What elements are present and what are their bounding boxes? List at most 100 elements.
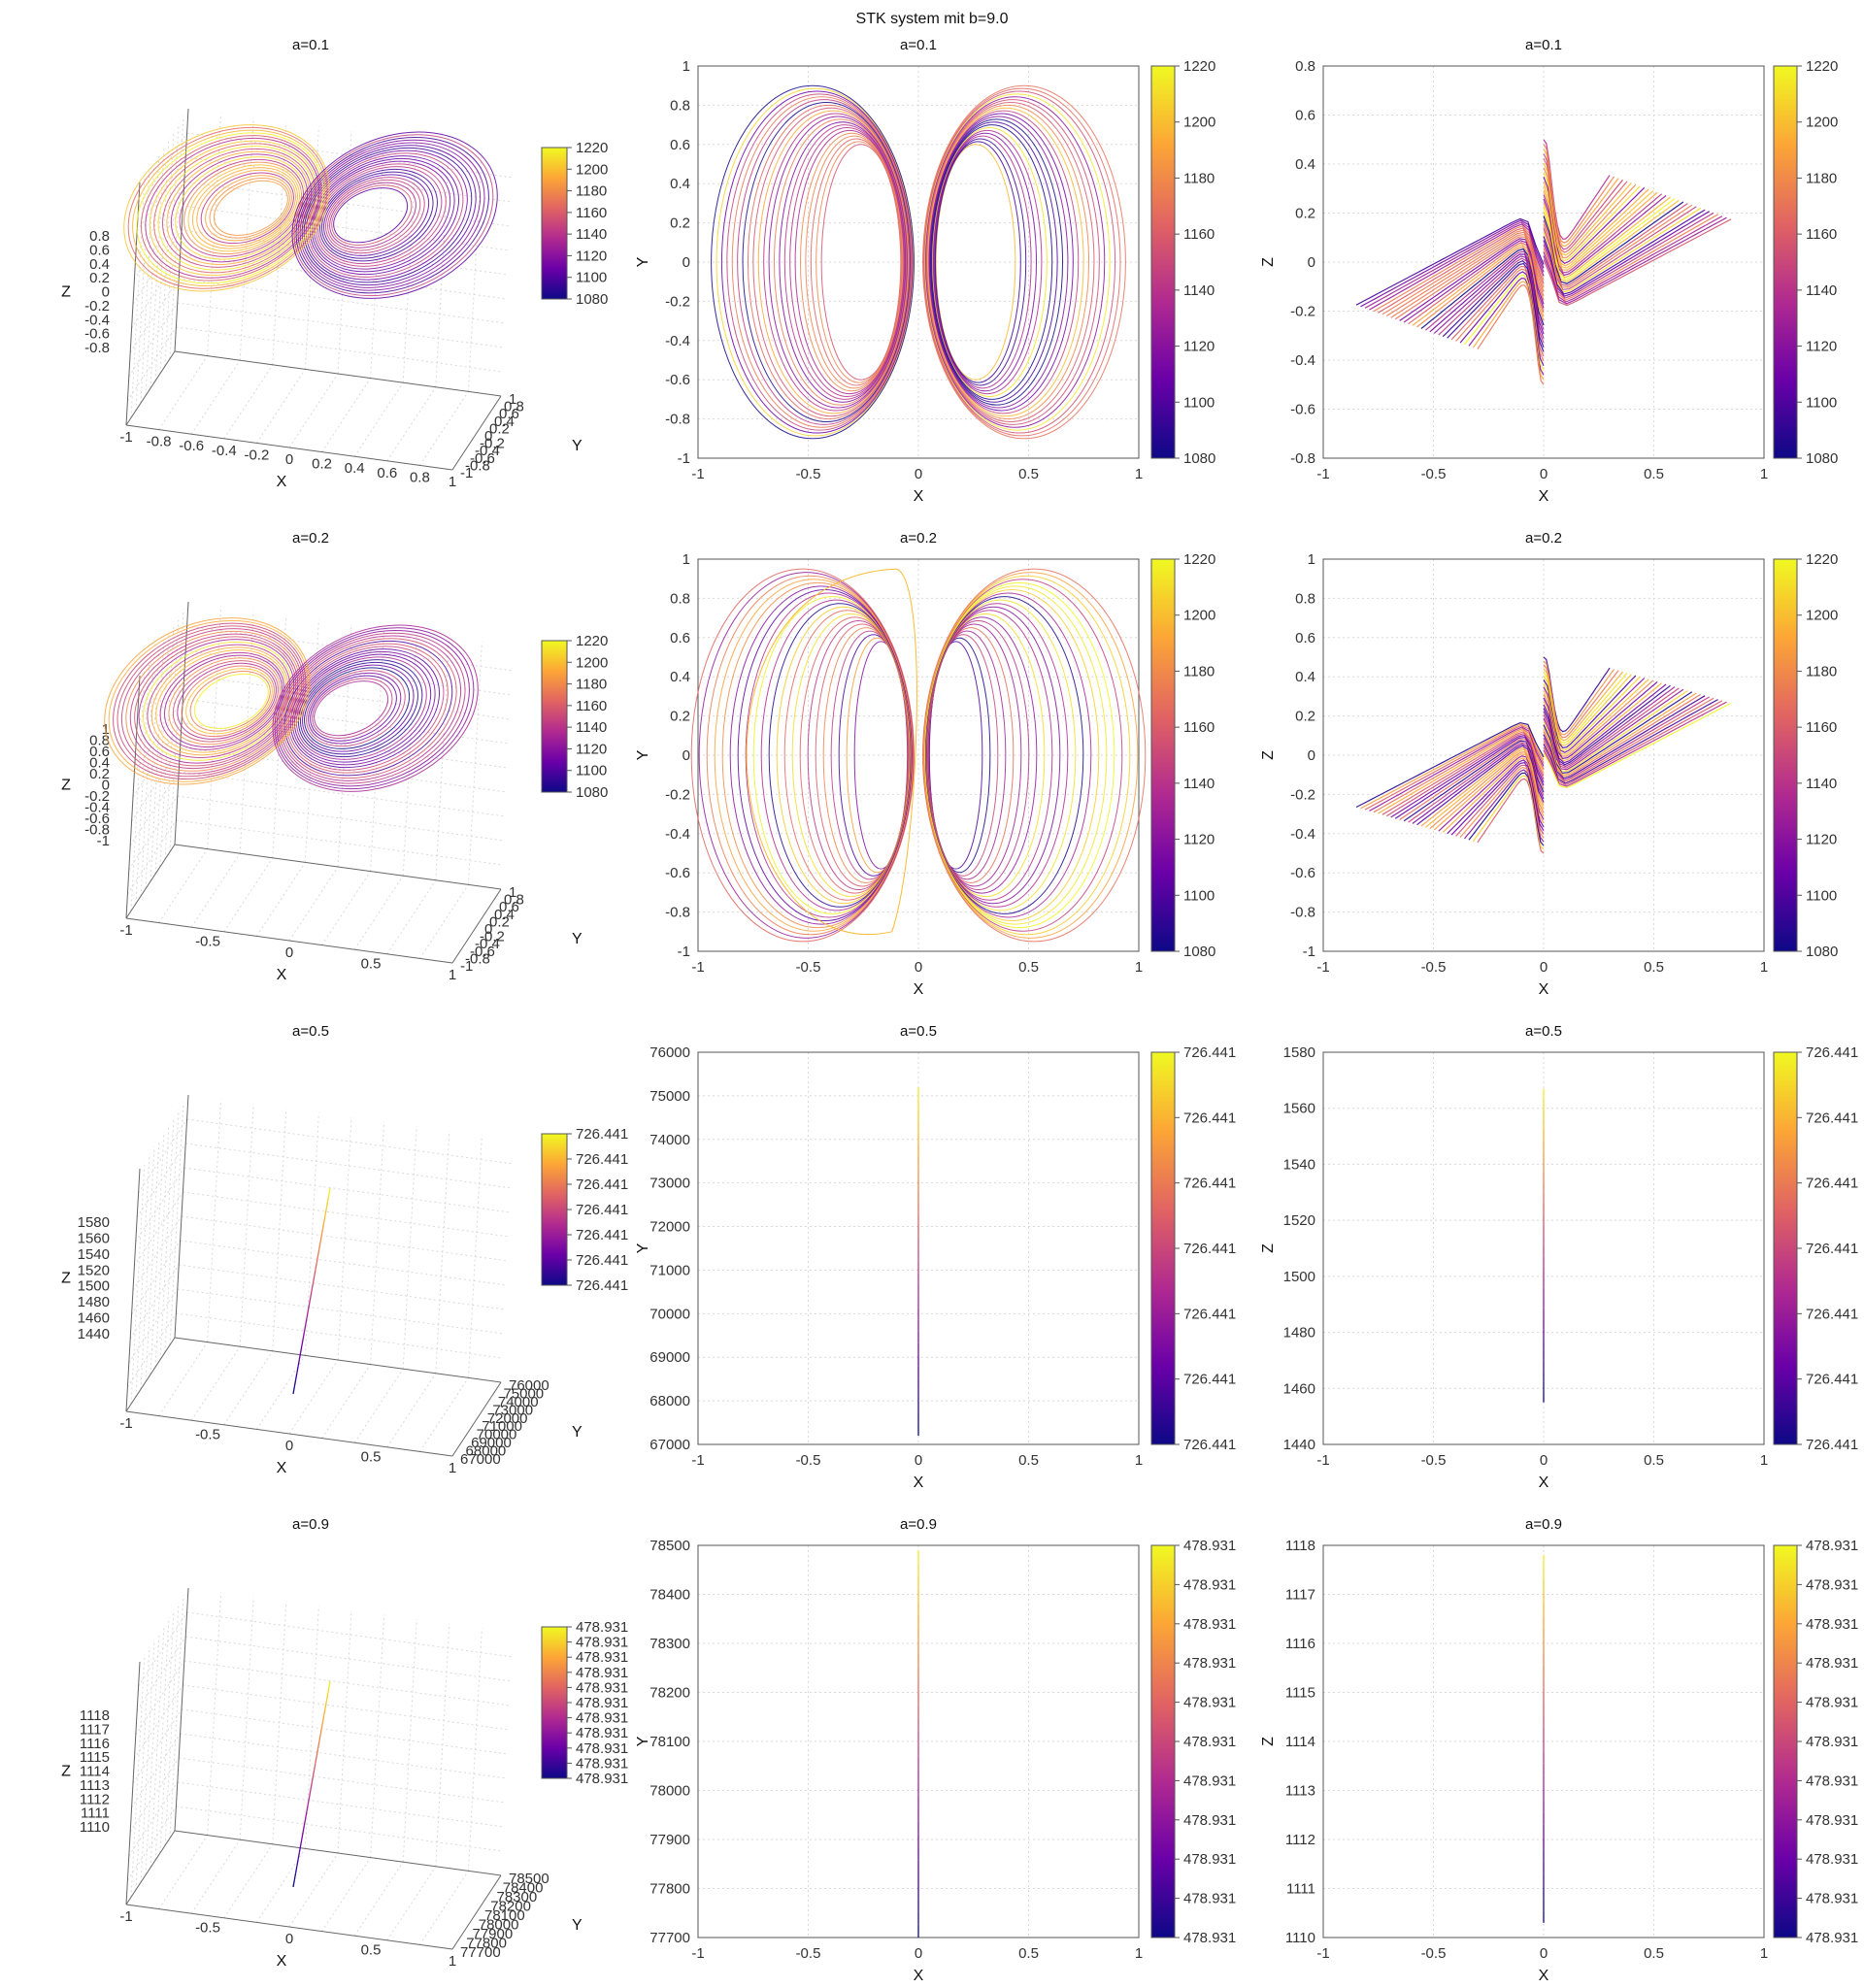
trajectory-loop [120,628,303,775]
colorbar-tick-label: 1120 [1183,339,1215,355]
y-tick-label: 78200 [649,1685,690,1702]
trajectory-loop [763,113,909,412]
y-tick-label: 1 [509,391,516,408]
grid-line [223,1843,274,1919]
colorbar [1773,558,1798,952]
y-tick-label: 0.6 [670,630,690,646]
trajectory-loop [311,157,455,273]
trajectory [690,568,1147,943]
trajectory-branch [1364,221,1545,309]
y-tick-label: 0.2 [1295,206,1315,222]
z-tick-label: 1110 [80,1819,110,1836]
y-tick-label: 78000 [649,1783,690,1800]
trajectory-loop [333,187,409,244]
colorbar-tick-label: 726.441 [1183,1176,1236,1192]
trajectory-loop [737,99,912,425]
trajectory-loop [926,104,1090,420]
y-tick-label: 67000 [649,1437,690,1453]
colorbar-tick-label: 726.441 [1806,1176,1858,1192]
plot-xy: -1 -0.5 0 0.5 1 -1 -0.8 -0.6 -0.4 -0.2 0 0.2 0.4 0.6 0… [635,530,1215,998]
grid-line [135,1153,150,1397]
x-tick-label: -1 [691,466,704,482]
trajectory-loop [929,118,1064,406]
colorbar-tick-label: 1120 [576,741,607,757]
x-axis-label: X [1539,1474,1549,1491]
grid-line [418,1377,469,1452]
colorbar [1150,1051,1176,1445]
colorbar-tick-label: 1080 [1183,450,1215,467]
trajectory-loop [922,568,1147,943]
colorbar [541,147,568,300]
trajectory-branch [1543,201,1684,284]
z-tick-label: 0.4 [89,755,110,772]
plot-frame [1322,65,1765,459]
z-tick-label: 0.8 [89,228,110,245]
y-tick-label: -1 [678,450,690,467]
grid-line [353,381,404,457]
trajectory-segment [308,1297,312,1306]
y-tick-label: 77700 [649,1930,690,1946]
trajectory-segment [311,1776,314,1785]
grid-line [176,326,503,373]
trajectory-branch [1543,185,1654,269]
grid-line [181,1708,509,1755]
grid-line [255,1355,306,1430]
z-tick-label: 1500 [78,1278,110,1295]
trajectory-loop [329,182,416,248]
y-axis-label: Y [572,1424,582,1441]
colorbar-tick-label: 478.931 [1806,1695,1858,1711]
grid-line [467,642,483,885]
colorbar-tick-label: 1080 [1183,944,1215,960]
x-tick-label: -1 [119,429,132,446]
grid-line [150,1624,165,1869]
trajectory-loop [276,629,470,787]
z-tick-label: 1480 [78,1294,110,1310]
grid-line [239,1104,254,1347]
x-tick-label: -0.5 [195,1920,220,1937]
y-tick-label: -0.2 [480,929,505,945]
y-tick-label: 0.8 [1295,58,1315,75]
trajectory-segment [293,1379,297,1388]
colorbar-tick-label: 1180 [576,183,607,200]
grid-line [467,1628,483,1872]
y-tick-label: -0.2 [480,436,505,452]
trajectory-loop [711,84,915,440]
trajectory-branch [1429,750,1545,830]
x-tick-label: -0.5 [195,1427,220,1443]
trajectory-loop [746,568,917,935]
subplot-title: a=0.2 [292,530,329,547]
grid-line [135,1167,185,1242]
grid-line [140,1146,155,1390]
grid-line [402,1619,417,1863]
x-tick-label: -1 [691,1945,704,1962]
trajectory-segment [294,1373,298,1380]
grid-line [169,609,184,852]
grid-line [179,1757,506,1804]
trajectory-loop [316,166,443,265]
x-tick-label: 0.4 [345,460,365,477]
x-tick-label: 0.2 [312,456,332,473]
trajectory-segment [323,1708,326,1716]
subplot-row-1: -1-0.500.51-1-0.8-0.6-0.4-0.200.20.40.60… [61,530,1838,998]
trajectory-branch [1399,739,1545,820]
x-axis-label: X [914,981,924,998]
y-tick-label: -1 [460,958,473,975]
grid-line [177,1288,504,1335]
grid-line [190,359,241,435]
subplot-title: a=0.1 [1525,37,1562,53]
colorbar-tick-label: 478.931 [576,1771,628,1787]
trajectory-loop [922,87,1121,437]
colorbar-tick-label: 726.441 [1806,1044,1858,1061]
grid-line [435,1130,450,1374]
grid-line [138,1611,188,1687]
trajectory-branch [1543,199,1680,282]
plot-frame [1322,1544,1765,1938]
trajectory-branch [1543,700,1723,786]
x-tick-label: 0 [1540,1452,1548,1469]
trajectory-loop [191,167,298,249]
trajectory-loop [179,158,305,257]
colorbar-tick-label: 726.441 [1183,1110,1236,1126]
colorbar-tick-label: 478.931 [1183,1616,1236,1633]
grid-line [353,1861,404,1937]
